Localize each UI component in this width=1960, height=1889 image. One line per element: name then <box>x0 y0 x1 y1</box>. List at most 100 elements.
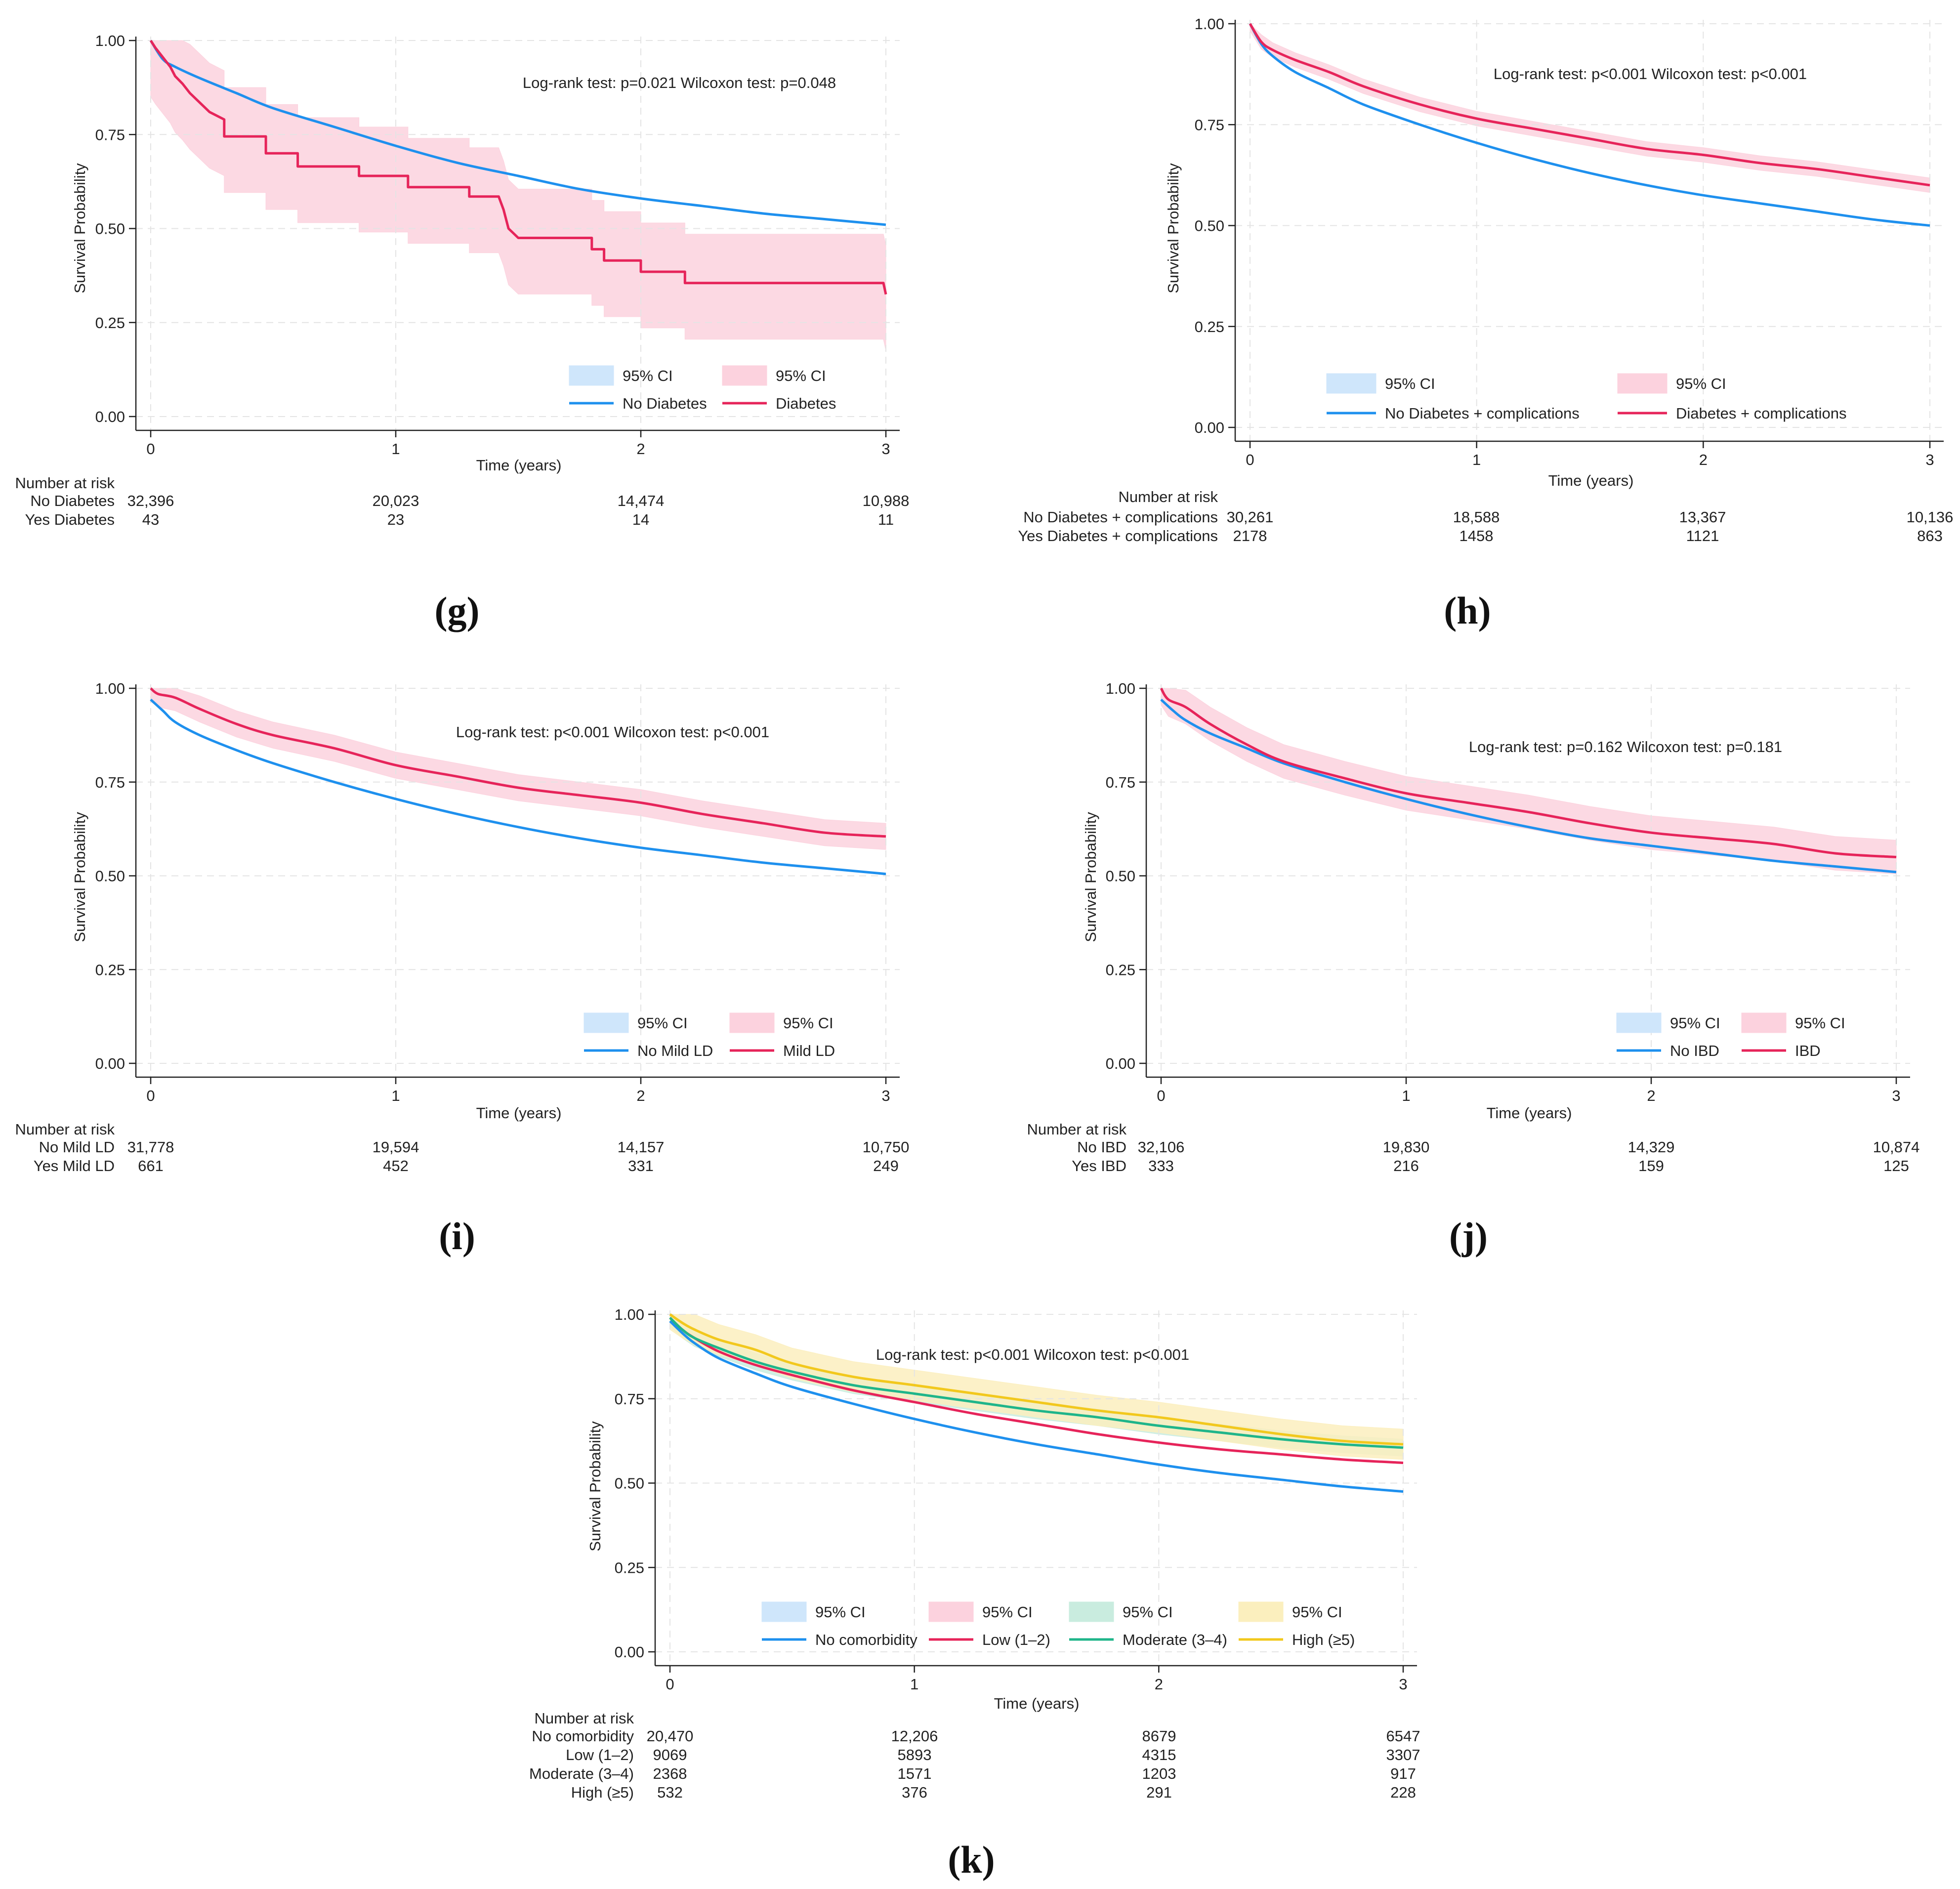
risk-value: 125 <box>1883 1157 1909 1175</box>
legend-ci-swatch <box>1741 1012 1787 1033</box>
risk-row-label: Yes Mild LD <box>34 1157 115 1175</box>
ci-band <box>150 688 886 850</box>
y-tick-label: 0.00 <box>1195 419 1224 436</box>
risk-value: 249 <box>873 1157 899 1175</box>
ci-bands-h <box>1250 23 1930 193</box>
risk-table-h: Number at risk No Diabetes + complication… <box>1018 488 1953 545</box>
y-tick-label: 0.00 <box>95 1055 125 1072</box>
x-tick-label: 0 <box>146 1087 155 1104</box>
axes-i: 0.00 0.25 0.50 0.75 1.00 0 1 2 3 <box>95 680 900 1104</box>
ci-band <box>1250 23 1930 193</box>
risk-row-label: No comorbidity <box>532 1727 634 1745</box>
x-tick-label: 2 <box>1155 1676 1163 1693</box>
legend-ci-label: 95% CI <box>637 1014 688 1032</box>
y-tick-label: 0.00 <box>95 408 125 425</box>
risk-value: 14,329 <box>1628 1138 1675 1156</box>
ci-band <box>669 1314 1404 1460</box>
risk-row-label: Yes IBD <box>1072 1157 1126 1175</box>
panel-k: 0.00 0.25 0.50 0.75 1.00 0 1 2 3 Log-rank test: … <box>529 1306 1420 1881</box>
legend-ci-swatch <box>722 365 767 386</box>
axes-h: 0.00 0.25 0.50 0.75 1.00 0 1 2 3 <box>1195 15 1944 468</box>
legend-series-label: Low (1–2) <box>982 1631 1050 1648</box>
risk-value: 1458 <box>1460 527 1494 545</box>
legend-ci-swatch <box>1616 1012 1662 1033</box>
risk-row-label: No Mild LD <box>39 1138 115 1156</box>
risk-value: 291 <box>1146 1784 1172 1801</box>
x-tick-label: 2 <box>1699 451 1708 468</box>
xlabel-h: Time (years) <box>1548 472 1634 489</box>
gridlines-i <box>136 684 900 1077</box>
legend-ci-label: 95% CI <box>776 367 826 384</box>
y-tick-label: 1.00 <box>615 1306 644 1323</box>
legend-ci-swatch <box>1069 1601 1114 1622</box>
legend-series-label: Moderate (3–4) <box>1123 1631 1227 1648</box>
ylabel-j: Survival Probability <box>1082 812 1099 942</box>
risk-row-label: Low (1–2) <box>566 1746 634 1763</box>
risk-value: 13,367 <box>1679 508 1726 526</box>
x-tick-label: 0 <box>146 440 155 458</box>
legend-ci-label: 95% CI <box>982 1603 1033 1621</box>
annotation-h: Log-rank test: p<0.001 Wilcoxon test: p<… <box>1494 65 1807 83</box>
panel-label-k: (k) <box>948 1838 995 1881</box>
risk-row-label: Yes Diabetes + complications <box>1018 527 1218 545</box>
legend-j: 95% CI No IBD 95% CI IBD <box>1616 1012 1845 1059</box>
x-tick-label: 0 <box>1157 1087 1165 1104</box>
legend-g: 95% CI No Diabetes 95% CI Diabetes <box>569 365 836 412</box>
y-tick-label: 0.75 <box>95 774 125 791</box>
survival-lines-k <box>669 1313 1404 1493</box>
legend-ci-label: 95% CI <box>1795 1014 1845 1032</box>
y-tick-label: 0.25 <box>1106 961 1135 978</box>
risk-value: 32,396 <box>127 492 174 509</box>
legend-series-label: Mild LD <box>783 1042 835 1059</box>
survival-line <box>1160 687 1897 858</box>
risk-row-label: Moderate (3–4) <box>529 1765 634 1782</box>
annotation-j: Log-rank test: p=0.162 Wilcoxon test: p=… <box>1469 738 1782 756</box>
risk-value: 5893 <box>898 1746 932 1763</box>
y-tick-label: 0.50 <box>615 1475 644 1492</box>
risk-table-title: Number at risk <box>1027 1121 1126 1138</box>
axes-g: 0.00 0.25 0.50 0.75 1.00 0 1 2 3 <box>95 32 900 458</box>
y-tick-label: 1.00 <box>95 32 125 49</box>
legend-h: 95% CI No Diabetes + complications 95% CI D… <box>1326 373 1846 422</box>
gridlines-k <box>655 1310 1417 1666</box>
y-tick-label: 1.00 <box>95 680 125 697</box>
y-tick-label: 0.00 <box>615 1643 644 1661</box>
y-tick-label: 0.50 <box>95 868 125 885</box>
panel-h: 0.00 0.25 0.50 0.75 1.00 0 1 2 3 Log-rank test: … <box>1018 15 1953 632</box>
x-tick-label: 1 <box>391 1087 400 1104</box>
legend-ci-swatch <box>584 1012 629 1033</box>
legend-k: 95% CI No comorbidity 95% CI Low (1–2) 95% C… <box>761 1601 1355 1648</box>
risk-value: 1571 <box>898 1765 932 1782</box>
panel-i: 0.00 0.25 0.50 0.75 1.00 0 1 2 3 Log-rank test: … <box>15 680 909 1258</box>
risk-value: 333 <box>1148 1157 1174 1175</box>
risk-value: 2368 <box>653 1765 687 1782</box>
annotation-g: Log-rank test: p=0.021 Wilcoxon test: p=… <box>523 74 836 91</box>
risk-value: 32,106 <box>1138 1138 1185 1156</box>
x-tick-label: 1 <box>1402 1087 1410 1104</box>
survival-line <box>149 40 887 295</box>
risk-value: 20,470 <box>647 1727 694 1745</box>
survival-lines-h <box>1249 23 1930 227</box>
y-tick-label: 0.50 <box>1195 217 1224 235</box>
legend-ci-label: 95% CI <box>1670 1014 1720 1032</box>
survival-line <box>669 1317 1404 1449</box>
legend-series-label: IBD <box>1795 1042 1821 1059</box>
ylabel-g: Survival Probability <box>71 163 88 294</box>
risk-value: 1203 <box>1142 1765 1176 1782</box>
risk-value: 452 <box>383 1157 409 1175</box>
risk-value: 216 <box>1393 1157 1419 1175</box>
legend-ci-label: 95% CI <box>1676 375 1726 392</box>
risk-value: 2178 <box>1233 527 1267 545</box>
risk-value: 14,157 <box>618 1138 665 1156</box>
risk-table-title: Number at risk <box>15 474 115 492</box>
ylabel-k: Survival Probability <box>586 1421 604 1552</box>
y-tick-label: 0.25 <box>615 1559 644 1576</box>
risk-value: 12,206 <box>891 1727 938 1745</box>
risk-table-title: Number at risk <box>15 1121 115 1138</box>
legend-ci-label: 95% CI <box>1123 1603 1173 1621</box>
risk-table-title: Number at risk <box>1118 488 1218 505</box>
legend-series-label: No Diabetes <box>623 395 707 412</box>
survival-line <box>669 1317 1404 1464</box>
